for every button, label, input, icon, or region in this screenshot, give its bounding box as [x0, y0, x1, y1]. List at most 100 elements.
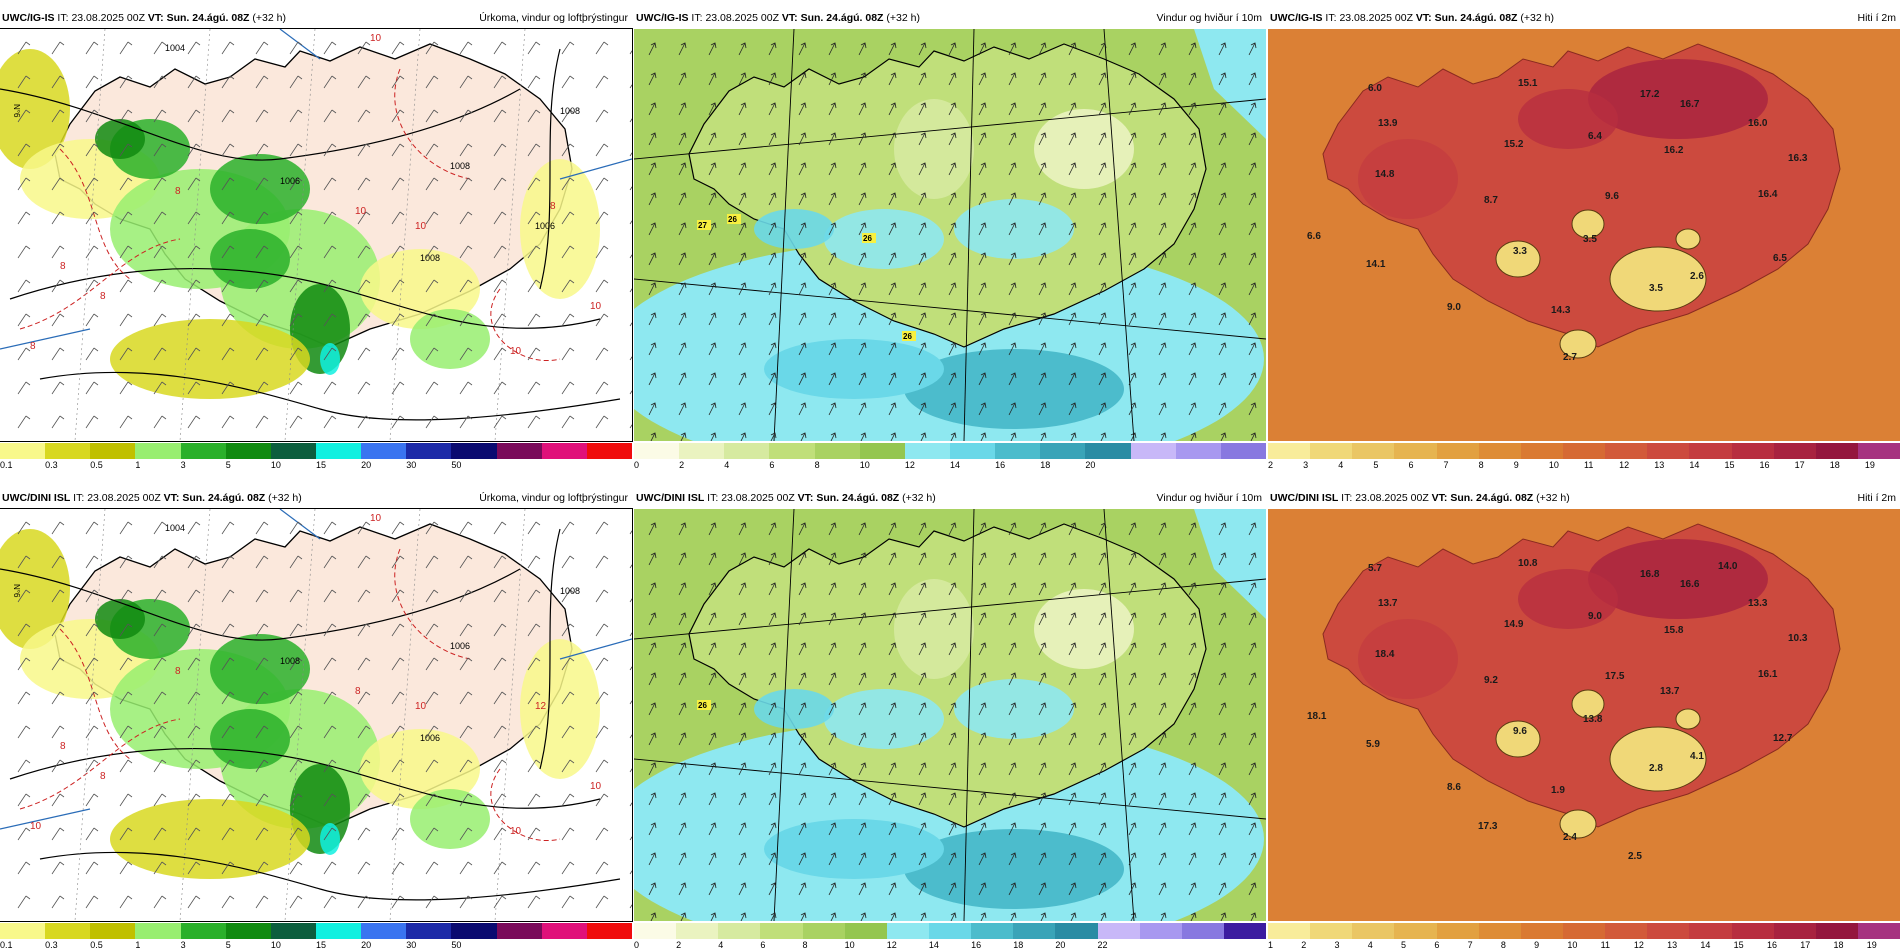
color-swatch	[1562, 923, 1606, 939]
color-swatch	[634, 923, 677, 939]
color-swatch	[1605, 923, 1648, 939]
scale-tick-label: 1	[135, 460, 141, 470]
color-swatch	[451, 923, 497, 939]
color-swatch	[270, 443, 316, 459]
color-swatch	[1394, 923, 1437, 939]
color-swatch	[886, 923, 929, 939]
scale-tick-label: 7	[1467, 940, 1473, 950]
map-label: 10	[355, 206, 367, 217]
temperature-label: 2.8	[1649, 763, 1663, 774]
color-swatch	[1773, 923, 1816, 939]
color-swatch	[1085, 443, 1131, 459]
color-swatch	[1310, 923, 1353, 939]
color-swatch	[1815, 443, 1858, 459]
temperature-label: 17.3	[1478, 821, 1498, 832]
color-swatch	[0, 923, 46, 939]
scale-tick-label: 10	[270, 940, 281, 950]
scale-tick-label: 10	[1567, 940, 1578, 950]
temperature-label: 2.6	[1690, 271, 1704, 282]
scale-tick-label: 18	[1013, 940, 1024, 950]
map-label: 10	[415, 701, 427, 712]
temperature-label: 16.6	[1680, 579, 1700, 590]
color-scale-labels: 0 2 4 6 8 10 12 14 16 18 20	[634, 459, 1266, 471]
map-label: 12	[535, 701, 547, 712]
color-swatch	[451, 443, 497, 459]
color-swatch	[928, 923, 972, 939]
color-swatch	[1857, 443, 1900, 459]
scale-tick-label: 50	[451, 460, 462, 470]
scale-tick-label: 14	[1700, 940, 1711, 950]
map-label: 1006	[280, 176, 300, 186]
temperature-label: 14.1	[1366, 259, 1386, 270]
color-swatch	[496, 443, 542, 459]
map-label: 1008	[280, 656, 300, 666]
color-swatch	[1139, 923, 1182, 939]
color-swatch	[541, 923, 587, 939]
scale-tick-label: 14	[1689, 460, 1700, 470]
map-label: 8	[175, 186, 181, 197]
gust-label: 26	[727, 214, 741, 224]
map-label: 10	[590, 781, 602, 792]
panel-header: UWC/DINI ISL IT: 23.08.2025 00Z VT: Sun.…	[0, 488, 632, 508]
scale-tick-label: 8	[814, 460, 820, 470]
scale-tick-label: 0.5	[90, 940, 103, 950]
svg-text:26: 26	[728, 215, 737, 224]
color-scale	[634, 923, 1267, 939]
color-swatch	[769, 443, 815, 459]
color-swatch	[496, 923, 542, 939]
color-swatch	[1436, 923, 1479, 939]
scale-tick-label: 2	[679, 460, 685, 470]
color-swatch	[971, 923, 1014, 939]
map-label: 8	[60, 741, 66, 752]
color-swatch	[361, 443, 407, 459]
color-swatch	[1394, 443, 1437, 459]
scale-tick-label: 15	[1724, 460, 1735, 470]
map-label: 1008	[450, 161, 470, 171]
temperature-label: 16.0	[1748, 118, 1768, 129]
color-swatch	[1562, 443, 1606, 459]
scale-tick-label: 5	[225, 940, 231, 950]
color-swatch	[718, 923, 761, 939]
scale-tick-label: 8	[1478, 460, 1484, 470]
color-swatch	[1268, 443, 1311, 459]
temperature-label: 16.3	[1788, 153, 1808, 164]
color-swatch	[90, 443, 136, 459]
svg-text:26: 26	[698, 701, 707, 710]
scale-tick-label: 4	[724, 460, 730, 470]
scale-tick-label: 10	[270, 460, 281, 470]
color-scale	[634, 443, 1266, 459]
map-label: 10	[590, 301, 602, 312]
scale-tick-label: 6	[769, 460, 775, 470]
map-label: 1004	[165, 523, 185, 533]
latitude-label: N°6	[12, 584, 21, 598]
color-swatch	[180, 923, 226, 939]
temperature-label: 9.0	[1447, 302, 1461, 313]
color-swatch	[135, 923, 181, 939]
temperature-label: 6.5	[1773, 253, 1787, 264]
map-label: 1006	[420, 733, 440, 743]
temperature-label: 5.9	[1366, 739, 1380, 750]
color-swatch	[1815, 923, 1858, 939]
color-swatch	[586, 923, 632, 939]
color-scale-labels: 1 2 3 4 5 6 7 8 9 10 11 12 13 14 15 16 17 18 19	[1268, 939, 1900, 951]
temperature-label: 18.1	[1307, 711, 1327, 722]
color-swatch	[904, 443, 950, 459]
color-swatch	[724, 443, 770, 459]
color-scale	[1268, 443, 1900, 459]
color-swatch	[1181, 923, 1224, 939]
scale-tick-label: 12	[886, 940, 897, 950]
temperature-label: 6.6	[1307, 231, 1321, 242]
color-swatch	[844, 923, 887, 939]
panel-precip-igis: UWC/IG-IS IT: 23.08.2025 00Z VT: Sun. 24…	[0, 8, 633, 470]
map-label: 1008	[560, 106, 580, 116]
color-swatch	[0, 443, 46, 459]
panel-header: UWC/DINI ISL IT: 23.08.2025 00Z VT: Sun.…	[1268, 488, 1900, 508]
color-swatch	[1647, 923, 1690, 939]
color-swatch	[814, 443, 860, 459]
color-swatch	[676, 923, 719, 939]
panel-title: Úrkoma, vindur og loftþrýstingur	[479, 12, 628, 24]
map-temperature: 5.7 10.8 16.8 16.6 13.3 13.7 9.0 14.9 15.8 18.4 10…	[1268, 509, 1900, 921]
scale-tick-label: 30	[406, 460, 417, 470]
scale-tick-label: 30	[406, 940, 417, 950]
map-label: 1006	[450, 641, 470, 651]
